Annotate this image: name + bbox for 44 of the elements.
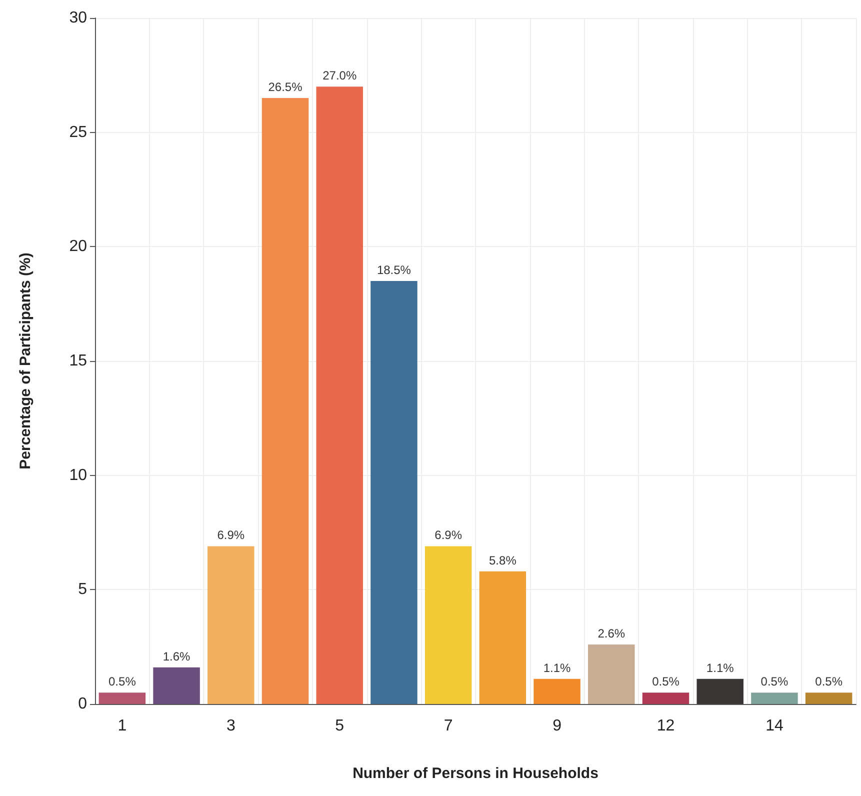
- bar: [642, 692, 690, 704]
- y-tick-label: 10: [69, 466, 88, 484]
- bar: [153, 667, 200, 704]
- y-tick-label: 30: [69, 10, 88, 26]
- data-label: 26.5%: [268, 80, 303, 94]
- data-label: 0.5%: [652, 674, 680, 689]
- x-tick-label: 7: [444, 718, 453, 734]
- data-label: 0.5%: [815, 674, 843, 689]
- bar: [588, 644, 635, 704]
- bar: [98, 692, 146, 704]
- y-tick-label: 20: [69, 238, 88, 256]
- bar: [262, 98, 309, 704]
- data-label: 6.9%: [217, 528, 245, 542]
- x-tick-label: 5: [335, 718, 344, 734]
- x-tick-label: 9: [552, 718, 562, 734]
- y-tick-label: 5: [78, 581, 88, 598]
- y-tick-label: 0: [78, 696, 88, 712]
- data-label: 1.6%: [162, 649, 191, 664]
- data-label: 6.9%: [434, 528, 462, 542]
- x-tick-label: 12: [656, 718, 675, 734]
- bar: [696, 678, 744, 704]
- bar: [424, 546, 472, 704]
- data-label: 27.0%: [322, 68, 357, 83]
- bar: [751, 692, 798, 704]
- bar: [208, 546, 254, 704]
- data-label: 0.5%: [108, 674, 136, 689]
- bar: [479, 571, 526, 704]
- data-label: 18.5%: [376, 262, 412, 277]
- y-tick-label: 25: [69, 124, 88, 141]
- y-axis-title: Percentage of Participants (%): [17, 252, 34, 470]
- bar: [370, 280, 418, 704]
- data-label: 1.1%: [706, 660, 734, 675]
- bar: [805, 692, 852, 704]
- x-axis-title: Number of Persons in Households: [352, 765, 598, 782]
- bar: [316, 86, 363, 704]
- y-tick-label: 15: [69, 352, 88, 370]
- data-label: 1.1%: [543, 660, 572, 675]
- data-label: 5.8%: [489, 553, 517, 568]
- bar: [534, 678, 580, 704]
- data-label: 0.5%: [760, 674, 788, 689]
- x-tick-label: 3: [226, 718, 236, 734]
- data-label: 2.6%: [598, 626, 626, 641]
- x-tick-label: 14: [766, 718, 784, 734]
- x-tick-label: 1: [118, 718, 127, 734]
